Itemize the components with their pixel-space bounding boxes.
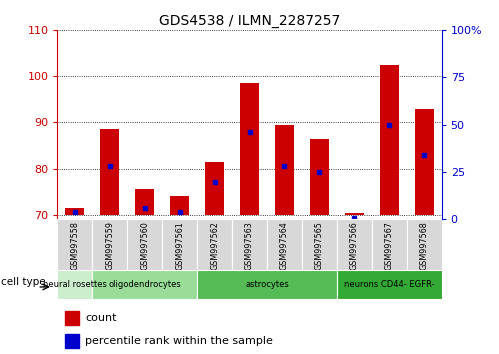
Text: astrocytes: astrocytes — [245, 280, 289, 289]
Text: oligodendrocytes: oligodendrocytes — [108, 280, 181, 289]
Bar — [275, 125, 294, 215]
Bar — [65, 312, 78, 325]
Title: GDS4538 / ILMN_2287257: GDS4538 / ILMN_2287257 — [159, 14, 340, 28]
Bar — [205, 162, 224, 215]
Bar — [65, 334, 78, 348]
Bar — [345, 212, 364, 215]
Bar — [310, 139, 329, 215]
Bar — [407, 219, 442, 271]
Text: GSM997564: GSM997564 — [280, 221, 289, 269]
Text: GSM997558: GSM997558 — [70, 221, 79, 270]
Bar — [337, 219, 372, 271]
Text: GSM997563: GSM997563 — [245, 221, 254, 269]
Text: GSM997566: GSM997566 — [350, 221, 359, 269]
Bar — [415, 109, 434, 215]
Text: GSM997560: GSM997560 — [140, 221, 149, 269]
Bar — [372, 219, 407, 271]
Text: GSM997568: GSM997568 — [420, 221, 429, 269]
Bar — [65, 208, 84, 215]
Bar — [135, 189, 154, 215]
Bar — [127, 219, 162, 271]
Bar — [337, 270, 442, 299]
Bar — [57, 270, 92, 299]
Bar — [170, 196, 189, 215]
Bar — [240, 83, 259, 215]
Bar — [57, 219, 92, 271]
Text: count: count — [85, 313, 117, 323]
Bar — [92, 270, 197, 299]
Bar — [197, 219, 232, 271]
Text: GSM997565: GSM997565 — [315, 221, 324, 270]
Text: GSM997561: GSM997561 — [175, 221, 184, 269]
Text: neural rosettes: neural rosettes — [43, 280, 107, 289]
Bar — [92, 219, 127, 271]
Bar — [197, 270, 337, 299]
Bar — [267, 219, 302, 271]
Text: GSM997559: GSM997559 — [105, 221, 114, 270]
Bar — [100, 130, 119, 215]
Text: neurons CD44- EGFR-: neurons CD44- EGFR- — [344, 280, 435, 289]
Text: cell type: cell type — [1, 277, 46, 287]
Text: percentile rank within the sample: percentile rank within the sample — [85, 336, 273, 346]
Bar — [162, 219, 197, 271]
Bar — [302, 219, 337, 271]
Bar — [380, 65, 399, 215]
Text: GSM997562: GSM997562 — [210, 221, 219, 270]
Text: GSM997567: GSM997567 — [385, 221, 394, 270]
Bar — [232, 219, 267, 271]
